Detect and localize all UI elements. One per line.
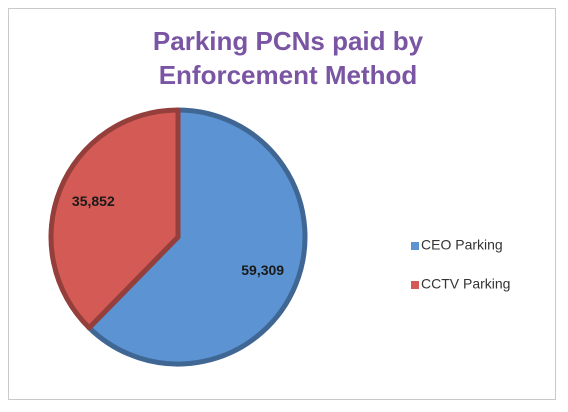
data-label: 35,852	[72, 193, 115, 209]
legend-label: CEO Parking	[421, 237, 503, 253]
chart-title: Parking PCNs paid by Enforcement Method	[152, 26, 424, 90]
pie-slice	[86, 107, 308, 367]
legend-label: CCTV Parking	[421, 276, 510, 292]
legend-swatch	[411, 242, 419, 250]
data-label: 59,309	[241, 262, 284, 278]
pie-slice	[48, 107, 181, 331]
legend-swatch	[411, 281, 419, 289]
chart-frame	[8, 8, 556, 400]
